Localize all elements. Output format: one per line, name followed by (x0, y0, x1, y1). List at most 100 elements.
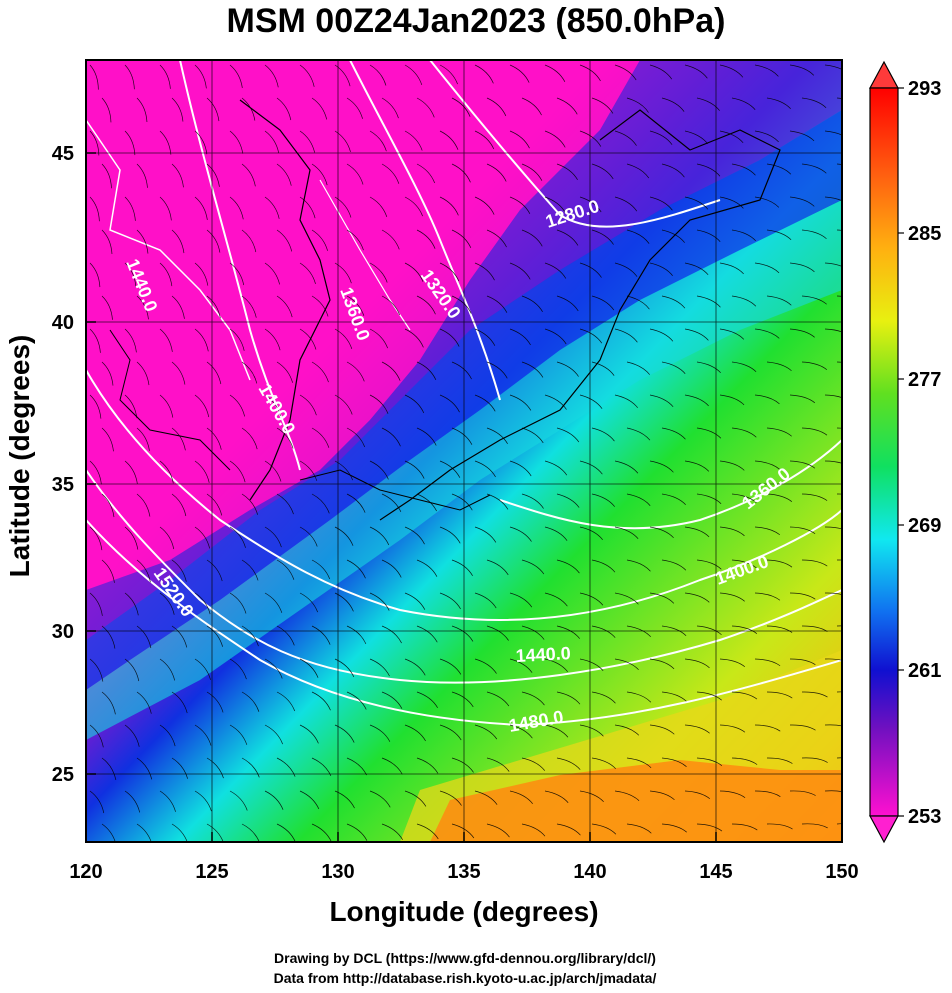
streamline (264, 64, 279, 88)
streamline (334, 658, 355, 678)
streamline (124, 262, 137, 287)
streamline (509, 130, 530, 149)
streamline (206, 493, 223, 516)
x-tick-135: 135 (447, 861, 480, 883)
streamline (509, 526, 532, 542)
streamline (696, 691, 722, 701)
streamline (474, 658, 497, 674)
streamline (649, 262, 673, 276)
streamline (334, 328, 353, 349)
streamline (579, 394, 603, 409)
streamline (556, 559, 580, 574)
streamline (276, 427, 294, 449)
streamline (766, 295, 792, 306)
streamline (719, 592, 745, 602)
streamline (334, 592, 354, 612)
streamline (719, 130, 744, 144)
streamline (241, 493, 258, 515)
x-tick-120: 120 (69, 861, 102, 883)
streamline (101, 295, 113, 320)
streamline (451, 559, 473, 577)
streamline (474, 130, 495, 150)
streamline (719, 526, 745, 537)
streamline (591, 361, 615, 376)
colorbar-tick-253: 253 (908, 806, 941, 828)
streamline (556, 757, 581, 770)
temperature-field (86, 60, 842, 842)
streamline (276, 757, 296, 777)
colorbar: 293 285 277 269 261 253 (868, 60, 941, 844)
streamline (824, 460, 842, 464)
streamline (89, 262, 101, 288)
streamline (509, 394, 532, 411)
streamline (789, 790, 816, 796)
streamline (159, 526, 175, 550)
streamline (136, 163, 148, 188)
streamline (451, 97, 471, 117)
streamline (206, 97, 220, 122)
streamline (346, 625, 367, 645)
streamline (579, 130, 602, 147)
streamline (229, 526, 246, 548)
streamline (696, 427, 722, 439)
streamline (754, 394, 780, 405)
streamline (579, 460, 603, 475)
streamline (556, 295, 579, 312)
streamline (159, 394, 174, 418)
streamline (101, 163, 112, 189)
streamline (171, 823, 188, 842)
streamline (486, 97, 507, 117)
streamline (276, 97, 292, 121)
streamline (719, 196, 744, 209)
streamline (661, 295, 686, 309)
streamline (194, 130, 208, 155)
colorbar-tick-277: 277 (908, 369, 941, 391)
streamline (626, 493, 651, 506)
streamline (696, 757, 723, 766)
streamline (101, 493, 115, 518)
streamline (766, 493, 793, 502)
streamline (194, 724, 212, 746)
streamline (544, 526, 568, 541)
streamline (474, 262, 495, 281)
streamline (311, 229, 328, 251)
streamline (836, 229, 842, 231)
streamline (311, 427, 330, 448)
streamline (89, 328, 101, 353)
streamline (801, 757, 828, 763)
colorbar-min-arrow (868, 815, 900, 844)
streamline (661, 163, 685, 178)
streamline (731, 427, 757, 438)
streamline (824, 262, 842, 267)
streamline (486, 691, 510, 707)
streamline (89, 130, 100, 156)
streamline (509, 262, 531, 280)
streamline (264, 262, 280, 285)
streamline (276, 559, 295, 580)
x-tick-125: 125 (195, 861, 228, 883)
streamline (439, 196, 459, 216)
streamline (579, 328, 603, 344)
streamline (416, 361, 437, 381)
streamline (801, 823, 828, 829)
streamline (719, 460, 745, 471)
streamline (649, 790, 675, 801)
streamline (509, 64, 530, 83)
streamline (684, 658, 710, 669)
axis-ticks (85, 152, 843, 842)
streamline (836, 97, 842, 99)
streamline (89, 394, 102, 419)
streamline (556, 691, 581, 705)
streamline (241, 427, 258, 450)
streamline (101, 691, 116, 715)
streamline (159, 328, 173, 352)
streamline (824, 790, 842, 792)
streamline (369, 64, 387, 86)
streamline (754, 262, 780, 274)
streamline (241, 823, 260, 842)
streamline (381, 757, 403, 775)
streamline (649, 592, 675, 604)
streamline (264, 592, 283, 613)
streamline (661, 757, 687, 767)
streamline (661, 823, 687, 833)
